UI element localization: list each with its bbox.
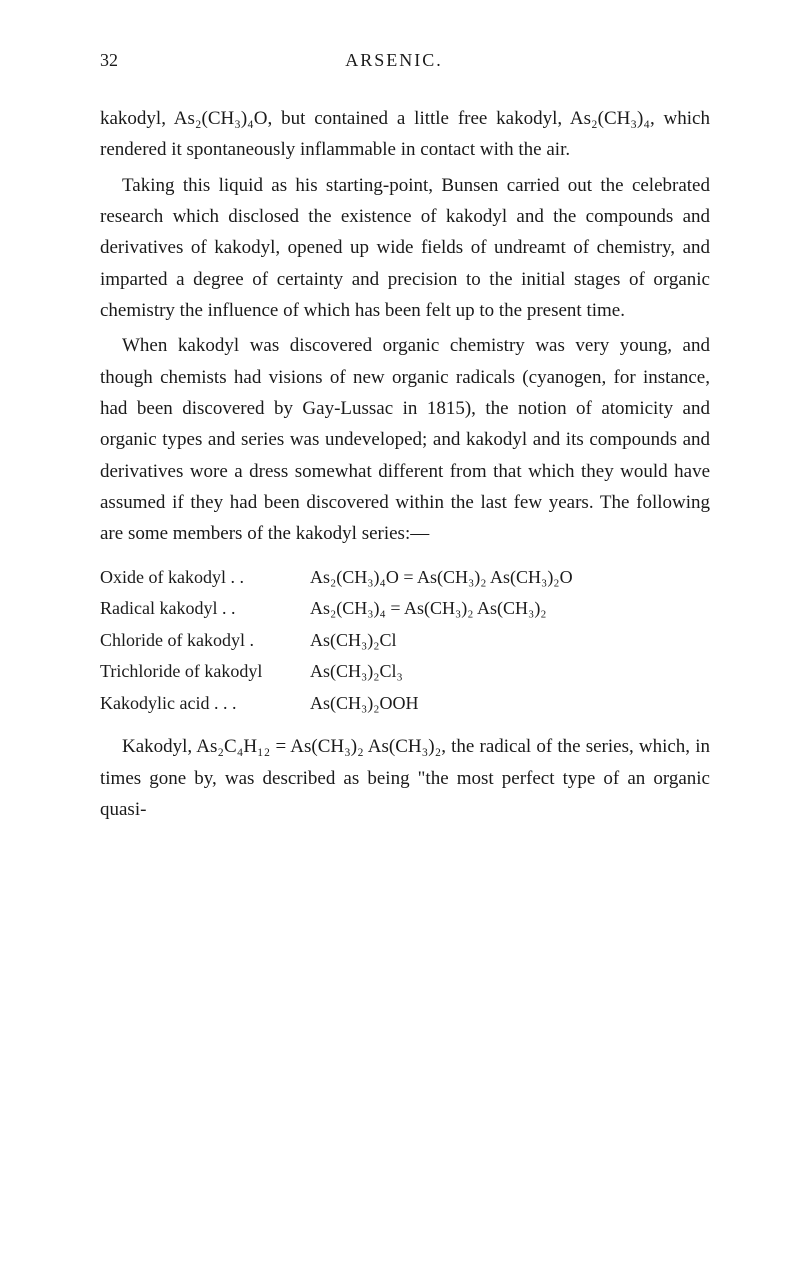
paragraph-2: Taking this liquid as his starting-point… bbox=[100, 170, 710, 327]
row-formula: As(CH₃)₂Cl bbox=[310, 625, 397, 657]
row-label: Radical kakodyl . . bbox=[100, 593, 310, 625]
page-number: 32 bbox=[100, 50, 118, 71]
row-formula: As₂(CH₃)₄ = As(CH₃)₂ As(CH₃)₂ bbox=[310, 593, 547, 625]
row-label: Trichloride of kakodyl bbox=[100, 656, 310, 688]
row-formula: As(CH₃)₂OOH bbox=[310, 688, 419, 720]
row-label: Chloride of kakodyl . bbox=[100, 625, 310, 657]
kakodyl-series-table: Oxide of kakodyl . . As₂(CH₃)₄O = As(CH₃… bbox=[100, 562, 710, 720]
header-title: ARSENIC. bbox=[345, 50, 443, 71]
table-row: Radical kakodyl . . As₂(CH₃)₄ = As(CH₃)₂… bbox=[100, 593, 710, 625]
paragraph-1: kakodyl, As₂(CH₃)₄O, but contained a lit… bbox=[100, 103, 710, 166]
page-header: 32 ARSENIC. bbox=[100, 50, 710, 71]
page-body: kakodyl, As₂(CH₃)₄O, but contained a lit… bbox=[100, 103, 710, 825]
paragraph-4: Kakodyl, As₂C₄H₁₂ = As(CH₃)₂ As(CH₃)₂, t… bbox=[100, 731, 710, 825]
row-label: Kakodylic acid . . . bbox=[100, 688, 310, 720]
table-row: Trichloride of kakodyl As(CH₃)₂Cl₃ bbox=[100, 656, 710, 688]
table-row: Kakodylic acid . . . As(CH₃)₂OOH bbox=[100, 688, 710, 720]
row-formula: As(CH₃)₂Cl₃ bbox=[310, 656, 403, 688]
table-row: Chloride of kakodyl . As(CH₃)₂Cl bbox=[100, 625, 710, 657]
row-label: Oxide of kakodyl . . bbox=[100, 562, 310, 594]
paragraph-3: When kakodyl was discovered organic chem… bbox=[100, 330, 710, 549]
table-row: Oxide of kakodyl . . As₂(CH₃)₄O = As(CH₃… bbox=[100, 562, 710, 594]
row-formula: As₂(CH₃)₄O = As(CH₃)₂ As(CH₃)₂O bbox=[310, 562, 573, 594]
